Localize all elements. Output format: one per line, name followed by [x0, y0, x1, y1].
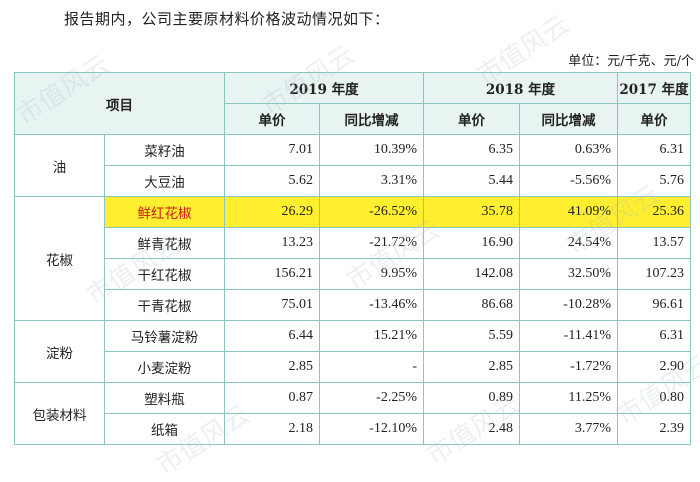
- price-2019-cell: 75.01: [224, 289, 320, 321]
- header-change-2019: 同比增减: [319, 103, 424, 135]
- table-row: 干红花椒 156.21 9.95% 142.08 32.50% 107.23: [15, 258, 691, 290]
- table-row: 干青花椒 75.01 -13.46% 86.68 -10.28% 96.61: [15, 289, 691, 321]
- table-row: 小麦淀粉 2.85-2.85 -1.72% 2.90: [15, 351, 691, 383]
- change-2018-cell: 24.54%: [519, 227, 618, 259]
- change-2019-cell: -12.10%: [319, 413, 424, 445]
- price-2018-cell: 2.48: [423, 413, 520, 445]
- header-price-2018: 单价: [423, 103, 520, 135]
- group-label: 淀粉: [14, 320, 105, 383]
- intro-text: 报告期内，公司主要原材料价格波动情况如下：: [64, 10, 390, 28]
- price-2019-cell: 13.23: [224, 227, 320, 259]
- table-body: 油菜籽油 7.01 10.39% 6.35 0.63% 6.31 大豆油 5.62 3.31% 5…: [14, 134, 691, 445]
- change-2018-cell: 3.77%: [519, 413, 618, 445]
- price-2018-cell: 5.59: [423, 320, 520, 352]
- price-2017-cell: 96.61: [617, 289, 691, 321]
- header-price-2017: 单价: [617, 103, 691, 135]
- header-price-2019: 单价: [224, 103, 320, 135]
- change-2019-cell: 10.39%: [319, 134, 424, 166]
- price-2019-cell: 26.29: [224, 196, 320, 228]
- header-year-2018: 2018 年度: [423, 72, 618, 104]
- table-row: 鲜青花椒 13.23 -21.72% 16.90 24.54% 13.57: [15, 227, 691, 259]
- change-2018-cell: 11.25%: [519, 382, 618, 414]
- header-year-2019: 2019 年度: [224, 72, 424, 104]
- change-2018-cell: 32.50%: [519, 258, 618, 290]
- item-name-cell: 鲜青花椒: [104, 227, 225, 259]
- change-2018-cell: 0.63%: [519, 134, 618, 166]
- price-2017-cell: 0.80: [617, 382, 691, 414]
- change-2019-cell: -26.52%: [319, 196, 424, 228]
- change-2018-cell: -11.41%: [519, 320, 618, 352]
- price-2017-cell: 6.31: [617, 134, 691, 166]
- item-name-cell: 鲜红花椒: [104, 196, 225, 228]
- change-2019-cell: -21.72%: [319, 227, 424, 259]
- price-2017-cell: 25.36: [617, 196, 691, 228]
- change-2019-cell: -: [319, 351, 424, 383]
- change-2018-cell: -10.28%: [519, 289, 618, 321]
- group-label: 油: [14, 134, 105, 197]
- price-2018-cell: 2.85: [423, 351, 520, 383]
- price-2017-cell: 2.90: [617, 351, 691, 383]
- price-2017-cell: 5.76: [617, 165, 691, 197]
- price-2018-cell: 142.08: [423, 258, 520, 290]
- item-name-cell: 干青花椒: [104, 289, 225, 321]
- table-row: 淀粉 马铃薯淀粉 6.44 15.21% 5.59 -11.41% 6.31: [14, 320, 691, 383]
- table-row: 花椒 鲜红花椒 26.29 -26.52% 35.78 41.09% 25.36: [14, 196, 691, 321]
- change-2018-cell: -5.56%: [519, 165, 618, 197]
- change-2019-cell: 3.31%: [319, 165, 424, 197]
- change-2019-cell: -13.46%: [319, 289, 424, 321]
- change-2019-cell: 15.21%: [319, 320, 424, 352]
- unit-note: 单位：元/千克、元/个: [568, 54, 694, 69]
- price-2019-cell: 5.62: [224, 165, 320, 197]
- price-2019-cell: 2.85: [224, 351, 320, 383]
- price-2019-cell: 7.01: [224, 134, 320, 166]
- item-name-cell: 纸箱: [104, 413, 225, 445]
- price-2017-cell: 2.39: [617, 413, 691, 445]
- price-2017-cell: 107.23: [617, 258, 691, 290]
- item-name-cell: 大豆油: [104, 165, 225, 197]
- table-row: 包装材料 塑料瓶 0.87 -2.25% 0.89 11.25% 0.80: [14, 382, 691, 445]
- price-2018-cell: 86.68: [423, 289, 520, 321]
- price-2019-cell: 6.44: [224, 320, 320, 352]
- table-row: 大豆油 5.62 3.31% 5.44 -5.56% 5.76: [15, 165, 691, 197]
- item-name-cell: 干红花椒: [104, 258, 225, 290]
- change-2018-cell: -1.72%: [519, 351, 618, 383]
- item-name-cell: 马铃薯淀粉: [104, 320, 225, 352]
- group-label: 包装材料: [14, 382, 105, 445]
- price-2017-cell: 6.31: [617, 320, 691, 352]
- item-name-cell: 塑料瓶: [104, 382, 225, 414]
- price-2017-cell: 13.57: [617, 227, 691, 259]
- item-name-cell: 菜籽油: [104, 134, 225, 166]
- change-2019-cell: 9.95%: [319, 258, 424, 290]
- price-2019-cell: 2.18: [224, 413, 320, 445]
- price-2018-cell: 16.90: [423, 227, 520, 259]
- raw-material-price-table: 项目 2019 年度 2018 年度 2017 年度 单价 同比增减 单价 同比…: [14, 72, 691, 445]
- item-name-cell: 小麦淀粉: [104, 351, 225, 383]
- price-2019-cell: 0.87: [224, 382, 320, 414]
- price-2018-cell: 0.89: [423, 382, 520, 414]
- price-2018-cell: 6.35: [423, 134, 520, 166]
- change-2018-cell: 41.09%: [519, 196, 618, 228]
- table-row: 纸箱 2.18 -12.10% 2.48 3.77% 2.39: [15, 413, 691, 445]
- price-2018-cell: 35.78: [423, 196, 520, 228]
- header-item: 项目: [14, 72, 225, 135]
- header-year-2017: 2017 年度: [617, 72, 691, 104]
- table-row: 油菜籽油 7.01 10.39% 6.35 0.63% 6.31: [14, 134, 691, 197]
- header-change-2018: 同比增减: [519, 103, 618, 135]
- group-label: 花椒: [14, 196, 105, 321]
- price-2018-cell: 5.44: [423, 165, 520, 197]
- price-2019-cell: 156.21: [224, 258, 320, 290]
- change-2019-cell: -2.25%: [319, 382, 424, 414]
